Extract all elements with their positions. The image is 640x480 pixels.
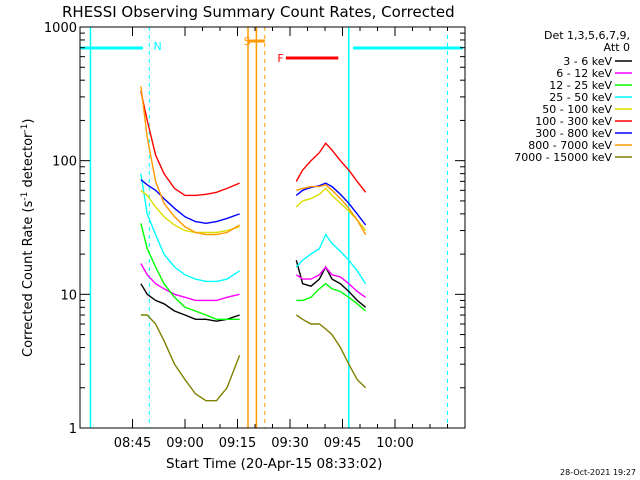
y-axis-label-end: ) [21, 119, 36, 124]
plot-frame [79, 26, 466, 429]
legend-header-attenuator: Att 0 [604, 41, 630, 54]
y-axis-label: Corrected Count Rate (s-1 detector-1) [20, 119, 36, 357]
y-axis-label-sup1: -1 [20, 192, 30, 201]
y-tick-label: 1 [69, 422, 77, 437]
y-tick-label: 1000 [44, 21, 77, 36]
legend-label-6: 100 - 300 keV [535, 115, 612, 128]
series-6-seg2 [295, 142, 367, 193]
y-tick-label: 10 [60, 288, 77, 303]
x-tick-label: 09:30 [271, 436, 308, 451]
y-axis-label-main: Corrected Count Rate (s [21, 200, 36, 357]
x-tick-label: 08:45 [114, 436, 151, 451]
annotation-label-n: N [154, 40, 162, 53]
series-2-seg1 [140, 263, 240, 302]
legend-label-2: 6 - 12 keV [556, 67, 612, 80]
series-9-seg2 [295, 314, 367, 389]
series-5-seg2 [295, 187, 367, 232]
legend-header-detectors: Det 1,3,5,6,7,9, [544, 29, 630, 42]
x-tick-label: 09:00 [166, 436, 203, 451]
x-axis-label: Start Time (20-Apr-15 08:33:02) [166, 456, 382, 472]
series-1-seg2 [295, 260, 367, 308]
axes: 1 10 100 1000 08:45 09:00 09:15 09:30 09:45 10:00 [44, 21, 465, 451]
legend-label-8: 800 - 7000 keV [528, 139, 612, 152]
x-tick-label: 09:15 [219, 436, 256, 451]
y-axis-label-mid: detector [21, 132, 36, 192]
series-4-seg2 [295, 233, 367, 285]
series-7-seg2 [295, 182, 367, 226]
footer-date: 28-Oct-2021 19:27 [560, 468, 636, 477]
series-6-seg1 [140, 91, 240, 197]
legend-label-1: 3 - 6 keV [563, 55, 612, 68]
y-tick-label: 100 [52, 155, 77, 170]
series-4-seg1 [140, 173, 240, 283]
chart-title: RHESSI Observing Summary Count Rates, Co… [62, 3, 455, 21]
annotation-label-f: F [277, 52, 283, 65]
series-1-seg1 [140, 283, 240, 322]
series-3-seg2 [296, 282, 367, 312]
legend-label-3: 12 - 25 keV [549, 79, 612, 92]
x-tick-label: 09:45 [324, 436, 361, 451]
annotation-label-s: S [244, 35, 251, 48]
x-tick-label: 10:00 [376, 436, 413, 451]
series-7-seg1 [140, 179, 240, 225]
series-2-seg2 [295, 265, 366, 298]
series-3-seg1 [140, 223, 240, 320]
plot-area: N S F [80, 27, 463, 428]
series-8-seg2 [296, 184, 367, 235]
y-axis-label-sup2: -1 [20, 124, 30, 133]
legend-label-7: 300 - 800 keV [535, 127, 612, 140]
legend-label-4: 25 - 50 keV [549, 91, 612, 104]
legend-label-5: 50 - 100 keV [542, 103, 612, 116]
series-5-seg1 [140, 189, 240, 234]
series-8-seg1 [140, 86, 240, 236]
series-9-seg1 [140, 314, 241, 402]
legend-label-9: 7000 - 15000 keV [514, 151, 612, 164]
